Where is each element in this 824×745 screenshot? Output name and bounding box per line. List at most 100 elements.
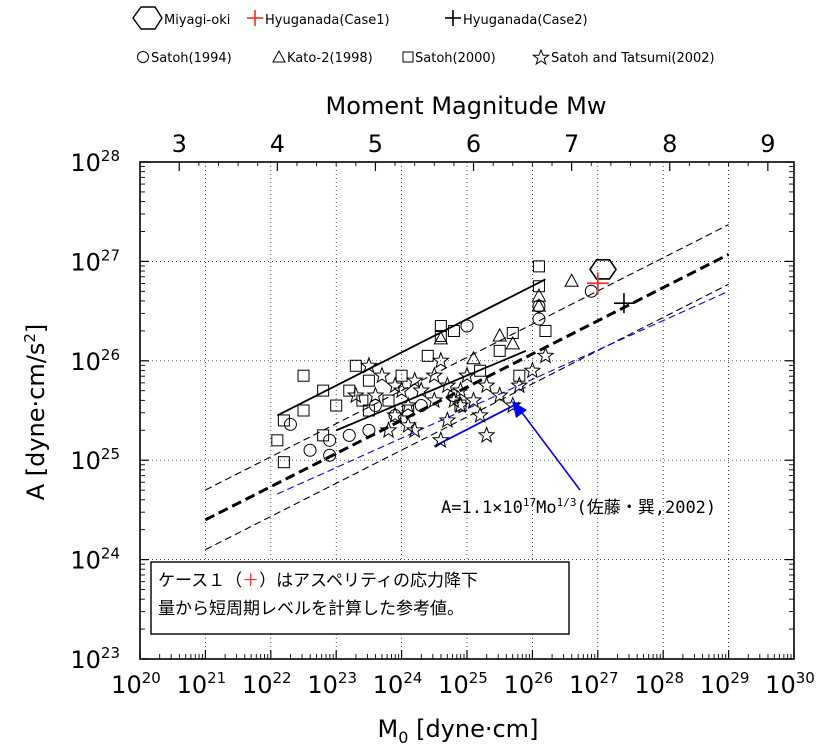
point-satoh-tatsumi-2002 — [399, 396, 418, 414]
x-tick-exp: 20 — [142, 669, 161, 687]
point-satoh-1994 — [362, 423, 376, 437]
top-tick-label: 7 — [564, 130, 579, 158]
point-satoh-1994 — [414, 399, 428, 413]
note-line-1-a: ケース１（ — [158, 571, 242, 591]
x-axis-label-sub: 0 — [398, 728, 408, 745]
y-tick-label: 1023 — [70, 644, 120, 674]
point-satoh-tatsumi-2002 — [373, 366, 391, 384]
point-satoh-2000 — [382, 394, 395, 407]
x-tick-labels: 1020 1021 1022 1023 1024 1025 1026 1027 1028 1029… — [111, 669, 815, 699]
y-tick-exp: 27 — [101, 246, 120, 264]
line-reference-solid-blue — [433, 401, 520, 448]
legend: Miyagi-oki Hyuganada(Case1) Hyuganada(Ca… — [132, 6, 715, 66]
point-satoh-2000 — [513, 369, 526, 382]
point-satoh-1994 — [323, 433, 337, 447]
point-satoh-2000 — [434, 329, 447, 342]
point-kato-1998 — [466, 350, 481, 365]
point-satoh-1994 — [303, 443, 317, 457]
x-tick-base: 10 — [307, 671, 338, 699]
x-tick-exp: 28 — [665, 669, 684, 687]
point-kato-1998 — [564, 273, 579, 287]
legend-label-hyuganada-case2: Hyuganada(Case2) — [463, 13, 588, 28]
y-tick-label: 1027 — [70, 246, 120, 276]
y-axis-label: A [dyne·cm/s2] — [21, 324, 50, 501]
x-tick-label: 1021 — [177, 669, 227, 699]
y-axis-label-end: ] — [22, 324, 50, 333]
legend-row-2: Satoh(1994) Kato-2(1998) Satoh(2000) Sat… — [137, 48, 715, 66]
point-kato-1998 — [505, 335, 521, 350]
top-tick-labels: 3 4 5 6 7 8 9 — [172, 130, 776, 158]
point-satoh-2000 — [532, 280, 545, 293]
annotation-suffix: (佐藤・巽,2002) — [577, 498, 717, 518]
x-tick-exp: 25 — [469, 669, 488, 687]
point-satoh-tatsumi-2002 — [425, 366, 444, 384]
point-satoh-2000 — [362, 404, 375, 417]
annotation-formula: A=1.1×1017Mo1/3(佐藤・巽,2002) — [441, 496, 716, 518]
note-line-1-plus: ＋ — [242, 571, 259, 591]
point-satoh-tatsumi-2002 — [431, 430, 450, 448]
y-tick-exp: 24 — [101, 545, 120, 563]
point-satoh-2000 — [539, 324, 552, 337]
formula-annotation: A=1.1×1017Mo1/3(佐藤・巽,2002) — [441, 401, 716, 518]
note-line-1: ケース１（＋）はアスペリティの応力降下 — [158, 571, 478, 591]
point-satoh-2000 — [330, 399, 343, 412]
point-satoh-tatsumi-2002 — [425, 391, 444, 409]
note-line-2: 量から短周期レベルを計算した参考値。 — [158, 599, 464, 619]
line-black-solid-mid — [335, 350, 527, 432]
y-tick-exp: 28 — [101, 147, 120, 165]
point-hyuganada-case2 — [613, 293, 634, 314]
point-satoh-tatsumi-2002 — [392, 381, 411, 399]
point-satoh-1994 — [584, 284, 598, 298]
note-box-frame — [150, 561, 570, 635]
annotation-sup2: 1/3 — [557, 496, 577, 509]
point-satoh-2000 — [271, 434, 284, 447]
x-tick-label: 1025 — [438, 669, 488, 699]
y-tick-exp: 25 — [101, 445, 120, 463]
point-satoh-tatsumi-2002 — [405, 371, 424, 389]
line-upper — [205, 224, 729, 491]
point-satoh-tatsumi-2002 — [451, 396, 470, 414]
y-axis-label-sup: 2 — [21, 333, 39, 343]
x-tick-base: 10 — [111, 671, 142, 699]
legend-red-plus-icon — [247, 10, 263, 26]
point-miyagi-oki — [589, 258, 617, 280]
y-tick-base: 10 — [70, 348, 101, 376]
point-satoh-2000 — [277, 456, 290, 469]
point-satoh-tatsumi-2002 — [523, 361, 542, 379]
x-tick-label: 1029 — [700, 669, 750, 699]
y-tick-base: 10 — [70, 447, 101, 475]
point-satoh-1994 — [283, 417, 297, 431]
x-tick-exp: 30 — [796, 669, 815, 687]
point-satoh-tatsumi-2002 — [503, 396, 522, 414]
point-satoh-tatsumi-2002 — [458, 366, 476, 384]
x-tick-base: 10 — [504, 671, 535, 699]
point-satoh-1994 — [447, 389, 461, 403]
point-satoh-tatsumi-2002 — [477, 376, 496, 394]
point-satoh-2000 — [506, 326, 519, 339]
top-tick-label: 4 — [270, 130, 285, 158]
point-satoh-2000 — [317, 429, 330, 442]
x-tick-exp: 23 — [338, 669, 357, 687]
point-satoh-2000 — [395, 369, 408, 382]
legend-label-kato-1998: Kato-2(1998) — [287, 51, 373, 66]
y-axis-label-main: A [dyne·cm/s — [22, 343, 50, 501]
x-tick-label: 1026 — [504, 669, 554, 699]
point-satoh-tatsumi-2002 — [451, 381, 470, 399]
annotation-sup1: 17 — [523, 496, 536, 509]
point-satoh-tatsumi-2002 — [386, 406, 405, 424]
x-tick-label: 1022 — [242, 669, 292, 699]
annotation-arrowhead — [512, 401, 527, 418]
point-satoh-2000 — [532, 260, 545, 273]
point-satoh-tatsumi-2002 — [379, 420, 398, 439]
point-satoh-2000 — [454, 399, 467, 412]
x-tick-exp: 21 — [207, 669, 226, 687]
annotation-prefix: A=1.1×10 — [441, 498, 523, 518]
point-satoh-tatsumi-2002 — [412, 381, 431, 399]
point-satoh-2000 — [474, 364, 487, 377]
point-satoh-2000 — [297, 404, 310, 417]
point-kato-1998 — [492, 327, 508, 342]
x-tick-exp: 29 — [730, 669, 749, 687]
x-tick-label: 1030 — [765, 669, 815, 699]
